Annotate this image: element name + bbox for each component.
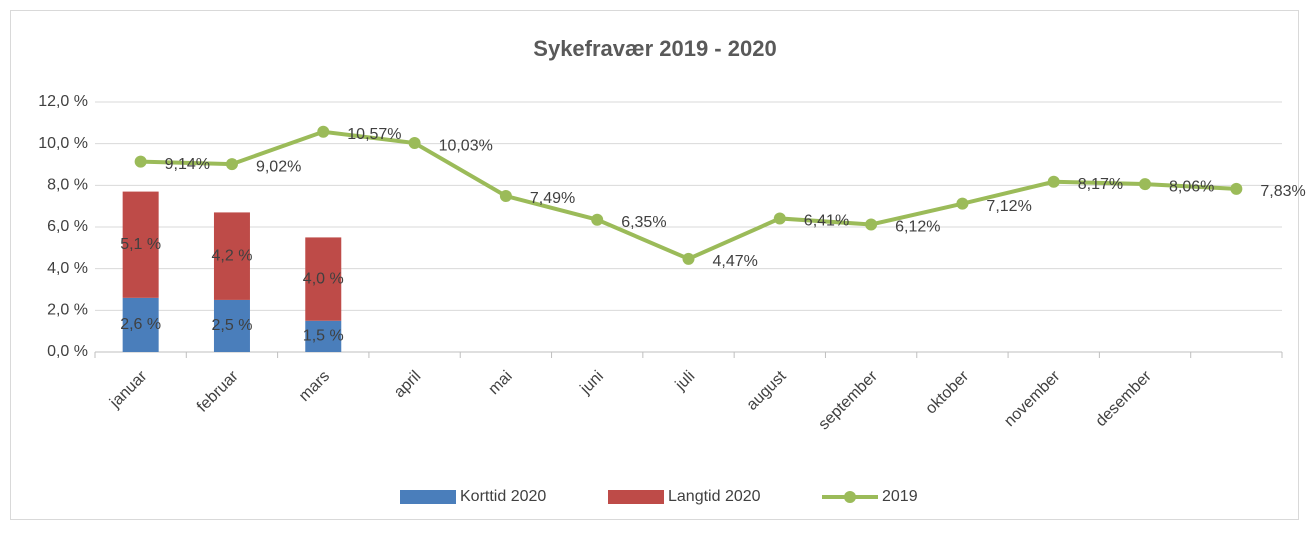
legend-label: Langtid 2020: [668, 488, 761, 505]
marker: [317, 125, 330, 138]
data-label: 5,1 %: [120, 236, 161, 253]
data-label: 10,03%: [439, 137, 493, 154]
data-label: 6,41%: [804, 213, 849, 230]
legend-label: Korttid 2020: [460, 488, 546, 505]
data-label: 10,57%: [347, 126, 401, 143]
marker: [956, 197, 969, 210]
legend-swatch: [608, 490, 664, 504]
marker: [1047, 175, 1060, 188]
marker: [408, 137, 421, 150]
marker: [591, 213, 604, 226]
marker: [773, 212, 786, 225]
data-label: 9,02%: [256, 158, 301, 175]
y-tick-label: 0,0 %: [47, 343, 88, 360]
marker: [134, 155, 147, 168]
bar: [213, 299, 250, 352]
marker: [865, 218, 878, 231]
legend-label: 2019: [882, 488, 918, 505]
data-label: 4,47%: [713, 253, 758, 270]
data-label: 4,2 %: [212, 247, 253, 264]
data-label: 7,83%: [1260, 183, 1305, 200]
marker: [682, 252, 695, 265]
data-label: 7,49%: [530, 190, 575, 207]
y-tick-label: 8,0 %: [47, 177, 88, 194]
marker: [499, 189, 512, 202]
data-label: 2,5 %: [212, 317, 253, 334]
chart-border: [10, 10, 1299, 520]
data-label: 6,35%: [621, 214, 666, 231]
marker: [1230, 182, 1243, 195]
y-tick-label: 4,0 %: [47, 260, 88, 277]
legend-swatch: [400, 490, 456, 504]
bar: [213, 212, 250, 300]
data-label: 1,5 %: [303, 328, 344, 345]
data-label: 9,14%: [165, 156, 210, 173]
y-tick-label: 2,0 %: [47, 302, 88, 319]
chart-title: Sykefravær 2019 - 2020: [533, 36, 776, 61]
data-label: 7,12%: [986, 198, 1031, 215]
bar: [122, 297, 159, 352]
bar: [305, 237, 342, 321]
y-tick-label: 12,0 %: [38, 93, 88, 110]
data-label: 2,6 %: [120, 316, 161, 333]
bar: [122, 191, 159, 298]
legend-swatch: [844, 491, 856, 503]
y-tick-label: 6,0 %: [47, 218, 88, 235]
data-label: 8,06%: [1169, 178, 1214, 195]
marker: [1139, 178, 1152, 191]
data-label: 6,12%: [895, 219, 940, 236]
bar: [305, 320, 342, 352]
data-label: 8,17%: [1078, 176, 1123, 193]
data-label: 4,0 %: [303, 270, 344, 287]
y-tick-label: 10,0 %: [38, 135, 88, 152]
marker: [225, 158, 238, 171]
